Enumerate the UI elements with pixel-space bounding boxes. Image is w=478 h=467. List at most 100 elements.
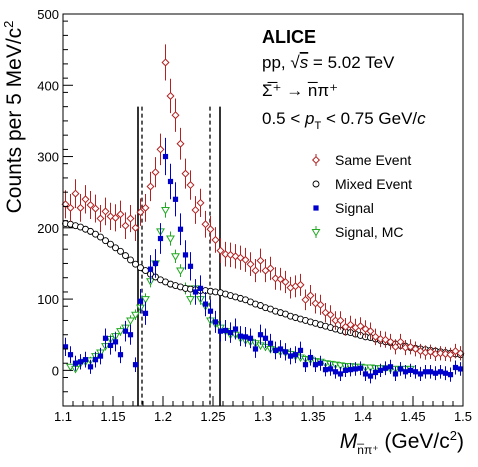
data-point (296, 280, 305, 289)
data-point (236, 253, 245, 262)
x-tick-label: 1.15 (100, 409, 125, 424)
data-point (126, 214, 135, 223)
data-point (436, 349, 445, 358)
x-axis-label: Mn̅π⁺ (GeV/c2) (340, 428, 464, 457)
data-point (156, 145, 165, 154)
data-point (362, 371, 369, 377)
data-point (127, 256, 134, 264)
x-tick-label: 1.35 (300, 409, 325, 424)
data-point (446, 350, 455, 359)
data-point (412, 369, 419, 375)
data-point (77, 359, 84, 365)
data-point (262, 335, 269, 341)
data-point (137, 264, 144, 272)
data-point (332, 369, 339, 375)
data-point (441, 349, 450, 358)
data-point (271, 274, 280, 283)
data-point (287, 353, 294, 359)
data-point (136, 208, 145, 217)
data-point (407, 367, 414, 373)
data-point (187, 263, 194, 269)
data-point (112, 339, 119, 345)
legend-item: Signal, MC (311, 224, 403, 240)
data-point (176, 267, 185, 276)
data-point (127, 332, 134, 338)
data-point (96, 214, 105, 223)
data-point (166, 235, 175, 244)
window-lines (137, 106, 221, 406)
data-point (251, 266, 260, 275)
data-point (447, 372, 454, 378)
data-point (347, 367, 354, 373)
data-point (312, 362, 319, 368)
data-point (241, 255, 250, 264)
data-point (126, 317, 135, 326)
data-point (337, 371, 344, 377)
data-point (252, 346, 259, 352)
pt-label: 0.5 < pT < 0.75 GeV/c (262, 109, 426, 132)
data-point (186, 296, 195, 304)
data-point (216, 246, 225, 255)
data-point (316, 300, 325, 309)
y-tick-label: 100 (37, 292, 59, 307)
y-tick-label: 200 (37, 221, 59, 236)
data-point (166, 91, 175, 100)
data-point (186, 181, 195, 190)
system-label: pp, √s = 5.02 TeV (262, 53, 395, 72)
data-point (267, 340, 274, 346)
data-point (451, 347, 460, 356)
data-point (411, 344, 420, 353)
data-point (66, 203, 75, 212)
data-point (247, 335, 254, 341)
data-point (167, 178, 174, 185)
data-point (391, 342, 400, 351)
data-point (122, 328, 129, 334)
data-point (122, 252, 129, 260)
data-point (87, 364, 94, 370)
data-point (257, 332, 264, 338)
y-axis-label-sup: 2 (1, 21, 16, 28)
data-point (222, 327, 229, 334)
data-point (197, 285, 204, 291)
data-point (171, 111, 180, 120)
data-point (86, 201, 95, 210)
legend-label: Signal, MC (335, 224, 403, 240)
data-point (207, 308, 214, 314)
data-point (62, 344, 69, 350)
legend-marker (311, 228, 321, 237)
data-point (101, 207, 110, 216)
x-tick-label: 1.25 (200, 409, 225, 424)
x-tick-label: 1.4 (354, 409, 372, 424)
data-point (442, 370, 449, 376)
data-point (151, 168, 160, 177)
data-point (92, 230, 99, 238)
decay-label: Σ̅⁺ → n̅π⁺ (262, 81, 338, 100)
y-axis-label: Counts per 5 MeV/c2 (1, 21, 26, 214)
legend-label: Mixed Event (335, 176, 412, 192)
data-point (387, 364, 394, 370)
data-point (346, 320, 355, 329)
data-point (82, 357, 89, 363)
legend: Same Event Mixed Event Signal Signal, MC (311, 152, 412, 240)
data-point (176, 139, 185, 148)
data-point (227, 329, 234, 336)
data-point (117, 352, 124, 358)
data-point (141, 296, 150, 304)
data-point (366, 327, 375, 336)
data-point (107, 240, 114, 248)
data-point (102, 335, 109, 341)
series-signal (62, 137, 464, 384)
data-point (191, 205, 200, 215)
y-tick-label: 400 (37, 78, 59, 93)
data-point (417, 371, 424, 377)
data-point (416, 347, 425, 356)
data-point (111, 213, 120, 222)
data-point (192, 289, 199, 295)
y-tick-label: 500 (37, 7, 59, 22)
data-point (157, 235, 164, 242)
y-tick-label: 0 (52, 363, 59, 378)
data-point (367, 373, 374, 379)
data-point (131, 311, 140, 320)
data-point (297, 347, 304, 354)
